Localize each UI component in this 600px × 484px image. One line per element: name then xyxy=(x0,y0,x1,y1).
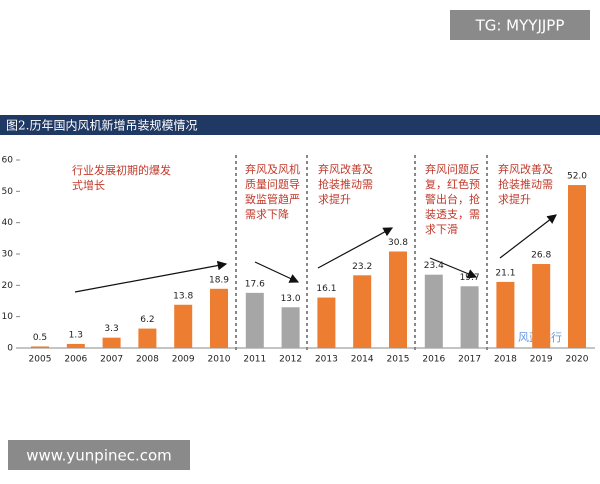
annotation: 求提升 xyxy=(498,193,531,206)
bar xyxy=(102,337,121,348)
x-tick-label: 2005 xyxy=(29,355,52,365)
annotation: 抢装推动需 xyxy=(498,177,553,191)
bar xyxy=(317,297,336,348)
annotation: 行业发展初期的爆发 xyxy=(72,163,171,177)
annotation: 式增长 xyxy=(72,178,105,192)
bar xyxy=(210,288,228,348)
data-label: 17.6 xyxy=(245,279,265,289)
footer-url: www.yunpinec.com xyxy=(26,447,172,465)
data-label: 23.2 xyxy=(352,262,372,272)
data-label: 23.4 xyxy=(424,261,444,271)
y-tick-label: 20 xyxy=(2,281,14,291)
bar xyxy=(66,343,85,348)
data-label: 19.7 xyxy=(460,273,480,283)
data-label: 1.3 xyxy=(69,330,83,340)
arrows xyxy=(74,214,557,293)
annotation: 复，红色预 xyxy=(425,177,480,191)
data-label: 18.9 xyxy=(209,275,229,285)
annotation: 质量问题导 xyxy=(245,178,300,191)
bar xyxy=(31,346,49,348)
x-tick-label: 2008 xyxy=(136,355,159,365)
bar xyxy=(496,281,515,348)
annotation: 致监管趋严 xyxy=(245,192,300,206)
annotation: 抢装推动需 xyxy=(318,177,373,191)
data-label: 52.0 xyxy=(567,172,587,182)
annotation: 求提升 xyxy=(318,193,351,206)
bar xyxy=(460,286,479,348)
x-tick-label: 2012 xyxy=(279,355,302,365)
x-tick-label: 2017 xyxy=(458,355,481,365)
x-tick-label: 2013 xyxy=(315,355,338,365)
y-tick-label: 10 xyxy=(2,312,14,322)
badge: TG: MYYJJPP xyxy=(475,17,565,35)
x-tick-label: 2007 xyxy=(100,355,123,365)
x-tick-label: 2016 xyxy=(422,355,445,365)
x-tick-label: 2014 xyxy=(351,355,374,365)
y-tick-label: 40 xyxy=(2,218,14,228)
data-label: 13.8 xyxy=(173,291,193,301)
bar xyxy=(245,292,264,348)
data-label: 26.8 xyxy=(531,251,551,261)
x-tick-label: 2018 xyxy=(494,355,517,365)
bar xyxy=(389,251,407,348)
y-tick-label: 30 xyxy=(2,250,14,260)
x-tick-label: 2011 xyxy=(243,355,266,365)
bar xyxy=(353,275,372,348)
y-tick-label: 60 xyxy=(2,156,14,166)
annotation: 弃风改善及 xyxy=(498,162,553,176)
annotation: 装透支，需 xyxy=(425,208,480,221)
x-tick-label: 2009 xyxy=(172,355,195,365)
data-label: 6.2 xyxy=(140,315,154,325)
bar xyxy=(138,328,157,348)
y-tick-label: 0 xyxy=(7,344,13,354)
bar xyxy=(532,264,551,348)
x-tick-label: 2020 xyxy=(566,355,589,365)
footer-box xyxy=(8,440,190,470)
data-label: 13.0 xyxy=(281,294,301,304)
data-label: 30.8 xyxy=(388,238,408,248)
badge-box xyxy=(450,10,590,40)
annotation: 弃风改善及 xyxy=(318,162,373,176)
bar xyxy=(174,304,193,348)
annotation: 需求下降 xyxy=(245,207,289,221)
data-label: 0.5 xyxy=(33,333,47,343)
annotation: 弃风及风机 xyxy=(245,162,300,176)
data-label: 3.3 xyxy=(104,324,118,334)
bar xyxy=(568,185,586,348)
dividers xyxy=(235,155,488,352)
x-tick-label: 2006 xyxy=(64,355,87,365)
data-label: 16.1 xyxy=(316,284,336,294)
annotation: 求下滑 xyxy=(425,223,458,236)
x-tick-label: 2015 xyxy=(387,355,410,365)
annotation: 弃风问题反 xyxy=(425,162,480,176)
bar xyxy=(281,307,300,348)
x-tick-label: 2019 xyxy=(530,355,553,365)
title-bar xyxy=(0,115,600,135)
data-label: 21.1 xyxy=(495,268,515,278)
chart-title: 图2.历年国内风机新增吊装规模情况 xyxy=(6,118,197,133)
y-tick-label: 50 xyxy=(2,187,14,197)
annotation: 警出台，抢 xyxy=(425,192,480,206)
bar xyxy=(424,274,443,348)
x-tick-label: 2010 xyxy=(208,355,231,365)
